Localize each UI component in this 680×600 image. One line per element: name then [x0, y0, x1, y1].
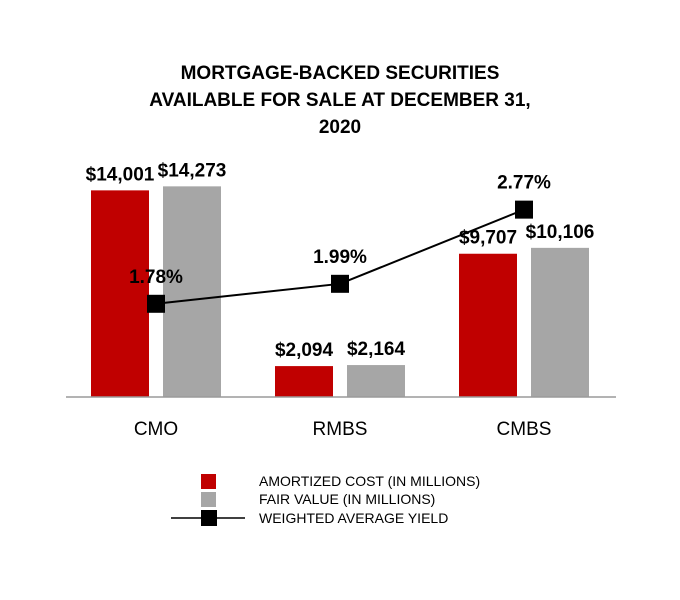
label-fair-value-cmbs: $10,106: [526, 222, 595, 243]
yield-label-cmo: 1.78%: [129, 267, 183, 288]
chart-title: MORTGAGE-BACKED SECURITIES AVAILABLE FOR …: [149, 63, 530, 138]
bar-fair-value-cmbs: [531, 247, 589, 397]
bar-fair-value-cmo: [163, 186, 221, 397]
bars-group: [91, 186, 589, 397]
legend-marker-yield: [201, 510, 217, 526]
bar-fair-value-rmbs: [347, 365, 405, 397]
bar-labels-group: $14,001 $2,094 $9,707 $14,273 $2,164 $10,106: [86, 160, 595, 361]
category-labels-group: CMO RMBS CMBS: [134, 419, 552, 440]
legend-label-amortized-cost: AMORTIZED COST (IN MILLIONS): [259, 473, 480, 489]
yield-marker-cmbs: [515, 200, 533, 219]
label-fair-value-cmo: $14,273: [158, 160, 227, 181]
bar-amortized-cost-cmbs: [459, 253, 517, 397]
category-label-cmbs: CMBS: [497, 419, 552, 440]
yield-marker-cmo: [147, 294, 165, 313]
label-fair-value-rmbs: $2,164: [347, 339, 406, 360]
label-amortized-cost-rmbs: $2,094: [275, 340, 334, 361]
chart-title-line-1: MORTGAGE-BACKED SECURITIES: [181, 63, 500, 84]
legend: AMORTIZED COST (IN MILLIONS) FAIR VALUE (…: [171, 473, 480, 526]
bar-amortized-cost-rmbs: [275, 366, 333, 397]
label-amortized-cost-cmbs: $9,707: [459, 228, 517, 249]
legend-swatch-amortized-cost: [201, 474, 216, 489]
chart-title-line-2: AVAILABLE FOR SALE AT DECEMBER 31,: [149, 90, 530, 111]
bar-amortized-cost-cmo: [91, 190, 149, 397]
category-label-cmo: CMO: [134, 419, 178, 440]
yield-line-group: 1.78% 1.99% 2.77%: [129, 173, 551, 313]
yield-label-cmbs: 2.77%: [497, 173, 551, 194]
yield-marker-rmbs: [331, 274, 349, 293]
legend-label-fair-value: FAIR VALUE (IN MILLIONS): [259, 491, 435, 507]
chart-title-line-3: 2020: [319, 117, 361, 138]
legend-label-weighted-average-yield: WEIGHTED AVERAGE YIELD: [259, 510, 448, 526]
yield-label-rmbs: 1.99%: [313, 247, 367, 268]
label-amortized-cost-cmo: $14,001: [86, 164, 155, 185]
legend-swatch-fair-value: [201, 492, 216, 507]
category-label-rmbs: RMBS: [313, 419, 368, 440]
